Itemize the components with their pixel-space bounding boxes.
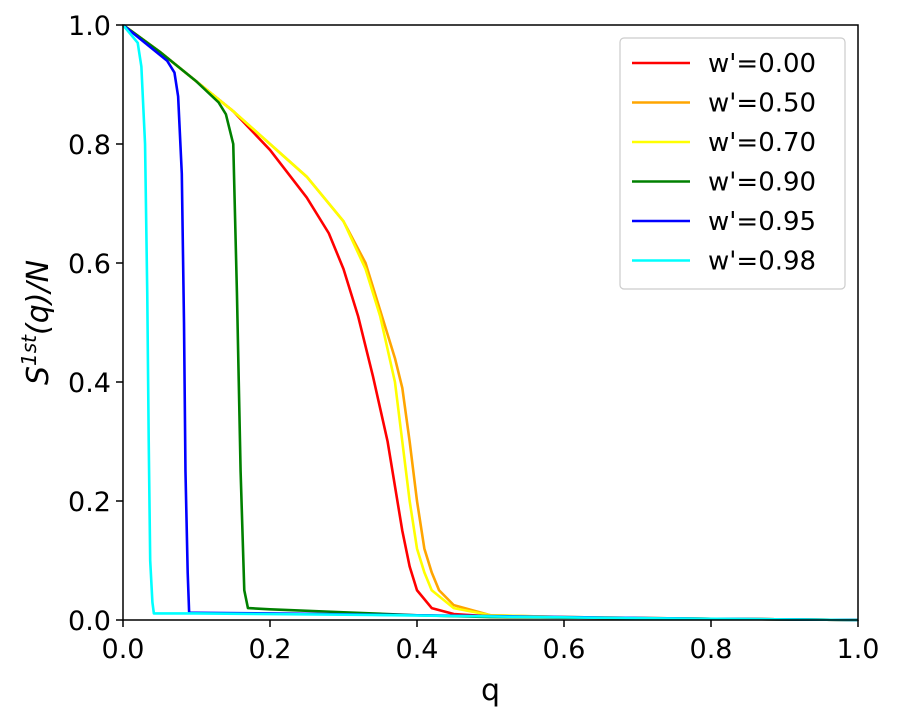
x-tick-label: 0.2: [249, 634, 292, 665]
legend-label-2: w'=0.50: [708, 89, 816, 119]
legend-label-5: w'=0.95: [708, 207, 816, 237]
x-tick-label: 0.4: [396, 634, 439, 665]
x-tick-label: 0.6: [543, 634, 586, 665]
legend-label-4: w'=0.90: [708, 168, 816, 198]
y-axis: 0.0 0.2 0.4 0.6 0.8 1.0: [68, 11, 123, 637]
y-tick-label: 0.6: [68, 249, 111, 280]
x-axis: 0.0 0.2 0.4 0.6 0.8 1.0: [102, 620, 880, 665]
y-axis-label-sup: 1st: [17, 334, 41, 366]
series-line-6: [121, 24, 859, 622]
legend-box: [619, 37, 846, 290]
y-axis-label: S1st(q)/N: [17, 260, 56, 385]
y-tick-label: 0.4: [68, 368, 111, 399]
legend-label-3: w'=0.70: [708, 128, 816, 158]
y-tick-label: 0.2: [68, 487, 111, 518]
series-layer: [121, 23, 859, 622]
x-axis-label: q: [481, 673, 500, 708]
series-line-3: [122, 23, 859, 622]
legend-label-6: w'=0.98: [708, 247, 816, 277]
legend: w'=0.00 w'=0.50 w'=0.70 w'=0.90 w'=0.95 w'=0.…: [619, 37, 846, 290]
y-tick-label: 1.0: [68, 11, 111, 42]
y-tick-label: 0.8: [68, 130, 111, 161]
x-tick-label: 0.0: [102, 634, 145, 665]
x-tick-label: 0.8: [690, 634, 733, 665]
y-axis-label-base: S: [21, 366, 56, 385]
x-tick-label: 1.0: [837, 634, 880, 665]
y-tick-label: 0.0: [68, 606, 111, 637]
y-axis-label-rest: (q)/N: [21, 260, 56, 335]
legend-label-1: w'=0.00: [708, 49, 816, 79]
plot-frame: [122, 24, 859, 621]
